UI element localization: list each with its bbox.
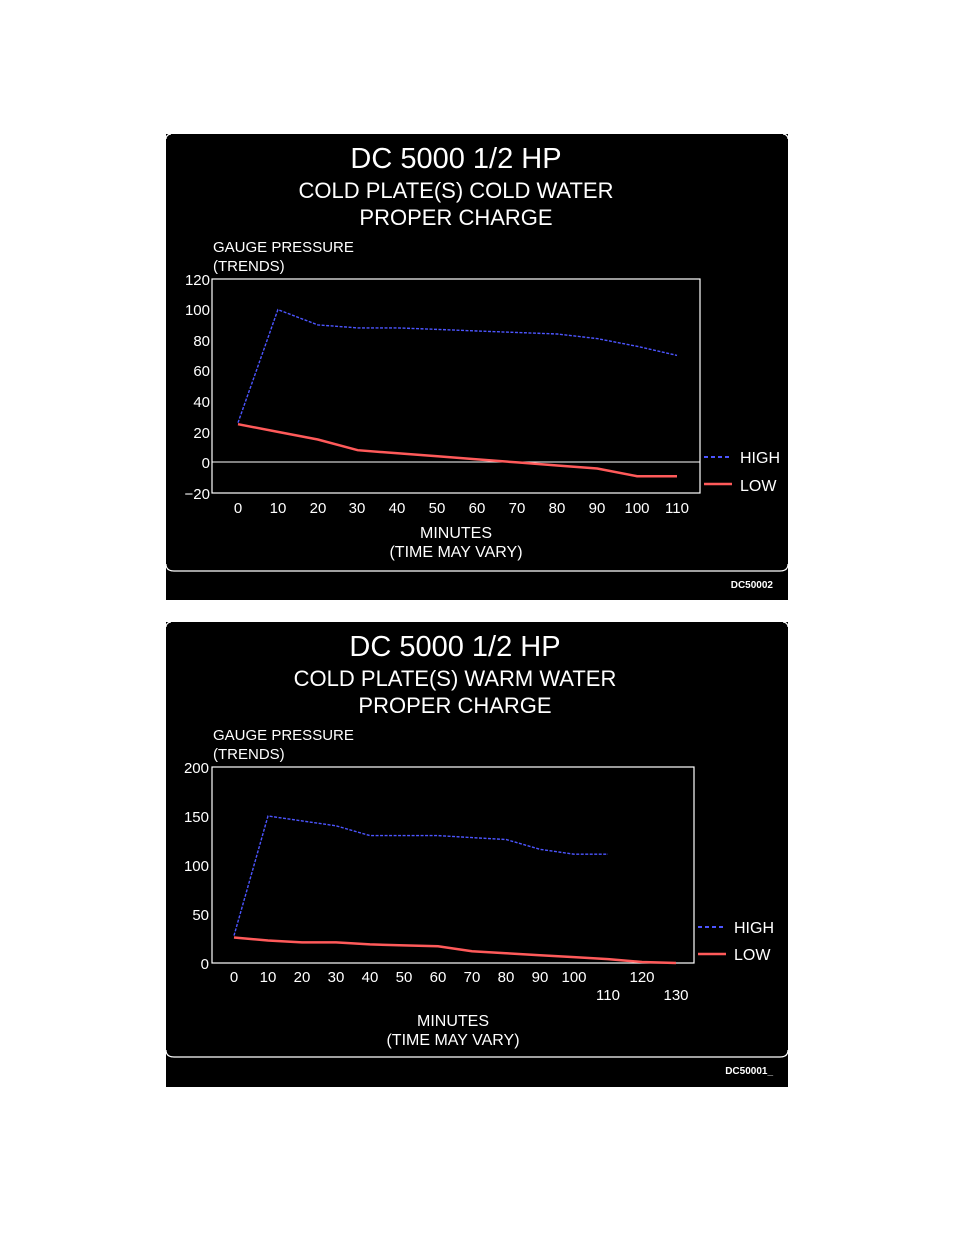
y-tick-label: 100 xyxy=(184,858,209,875)
x-axis-sublabel: (TIME MAY VARY) xyxy=(386,1032,519,1049)
corner-marks-top xyxy=(166,134,788,140)
corner-marks-top xyxy=(166,622,788,628)
chart-subtitle-2: PROPER CHARGE xyxy=(358,693,551,718)
figure-id: DC50001_ xyxy=(725,1066,773,1077)
footer-rule xyxy=(166,563,788,572)
y-axis-label-1: GAUGE PRESSURE xyxy=(213,727,354,744)
chart-panel-cold-water: DC 5000 1/2 HP COLD PLATE(S) COLD WATER … xyxy=(166,134,788,600)
series-line-high xyxy=(237,308,678,423)
x-tick-label: 70 xyxy=(464,969,481,986)
x-tick-label: 100 xyxy=(624,500,649,517)
x-tick-label: 40 xyxy=(389,500,406,517)
chart-svg: DC 5000 1/2 HP COLD PLATE(S) WARM WATER … xyxy=(166,622,788,1077)
plot-frame xyxy=(211,766,695,964)
y-tick-label: 120 xyxy=(185,272,210,289)
x-axis-sublabel: (TIME MAY VARY) xyxy=(389,544,522,561)
legend-label-low: LOW xyxy=(740,478,777,495)
y-tick-label: 20 xyxy=(193,425,210,442)
legend-label-high: HIGH xyxy=(740,450,780,467)
legend: HIGH LOW xyxy=(704,450,780,495)
x-ticks: 0 10 20 30 40 50 60 70 80 90 100 110 xyxy=(234,500,689,517)
y-tick-label: 0 xyxy=(201,956,209,973)
x-tick-label: 20 xyxy=(294,969,311,986)
x-tick-label: 60 xyxy=(469,500,486,517)
y-tick-label: 150 xyxy=(184,809,209,826)
x-axis-label: MINUTES xyxy=(417,1013,489,1030)
y-tick-label: 60 xyxy=(193,363,210,380)
y-tick-label: 50 xyxy=(192,907,209,924)
x-tick-label: 30 xyxy=(328,969,345,986)
x-tick-label: 90 xyxy=(532,969,549,986)
chart-title: DC 5000 1/2 HP xyxy=(350,143,561,175)
y-ticks: 200 150 100 50 0 xyxy=(184,760,209,973)
x-tick-label: 80 xyxy=(498,969,515,986)
y-tick-label: 40 xyxy=(193,394,210,411)
x-axis-label: MINUTES xyxy=(420,525,492,542)
legend: HIGH LOW xyxy=(698,920,774,964)
figure-id: DC50002 xyxy=(731,580,774,591)
x-tick-label: 50 xyxy=(429,500,446,517)
x-tick-label: 40 xyxy=(362,969,379,986)
x-tick-label: 90 xyxy=(589,500,606,517)
y-tick-label: 80 xyxy=(193,333,210,350)
y-axis-label-2: (TRENDS) xyxy=(213,258,285,275)
chart-subtitle-2: PROPER CHARGE xyxy=(359,205,552,230)
plot-frame xyxy=(211,278,701,494)
x-tick-label: 10 xyxy=(270,500,287,517)
x-tick-label: 80 xyxy=(549,500,566,517)
x-tick-label: 110 xyxy=(665,500,689,517)
y-axis-label-1: GAUGE PRESSURE xyxy=(213,239,354,256)
chart-title: DC 5000 1/2 HP xyxy=(349,631,560,663)
x-tick-label: 0 xyxy=(234,500,242,517)
legend-label-low: LOW xyxy=(734,947,771,964)
x-tick-label: 50 xyxy=(396,969,413,986)
y-tick-label: −20 xyxy=(185,486,210,503)
chart-subtitle-1: COLD PLATE(S) COLD WATER xyxy=(299,178,614,203)
x-tick-label: 120 xyxy=(629,969,654,986)
footer-rule xyxy=(166,1049,788,1058)
series-line-high xyxy=(233,815,608,936)
y-tick-label: 200 xyxy=(184,760,209,777)
y-tick-label: 0 xyxy=(202,455,210,472)
x-tick-label: 10 xyxy=(260,969,277,986)
x-ticks: 0 10 20 30 40 50 60 70 80 90 100 110 120… xyxy=(230,969,689,1004)
x-tick-label: 110 xyxy=(596,987,620,1004)
y-tick-label: 100 xyxy=(185,302,210,319)
y-axis-label-2: (TRENDS) xyxy=(213,746,285,763)
series-line-low xyxy=(233,936,677,965)
x-tick-label: 0 xyxy=(230,969,238,986)
chart-subtitle-1: COLD PLATE(S) WARM WATER xyxy=(294,666,617,691)
legend-label-high: HIGH xyxy=(734,920,774,937)
x-tick-label: 30 xyxy=(349,500,366,517)
x-tick-label: 70 xyxy=(509,500,526,517)
x-tick-label: 60 xyxy=(430,969,447,986)
y-ticks: 120 100 80 60 40 20 0 −20 xyxy=(185,272,210,503)
chart-svg: DC 5000 1/2 HP COLD PLATE(S) COLD WATER … xyxy=(166,134,788,591)
series-line-low xyxy=(237,422,677,478)
x-tick-label: 20 xyxy=(310,500,327,517)
x-tick-label: 100 xyxy=(561,969,586,986)
x-tick-label: 130 xyxy=(663,987,688,1004)
chart-panel-warm-water: DC 5000 1/2 HP COLD PLATE(S) WARM WATER … xyxy=(166,622,788,1087)
